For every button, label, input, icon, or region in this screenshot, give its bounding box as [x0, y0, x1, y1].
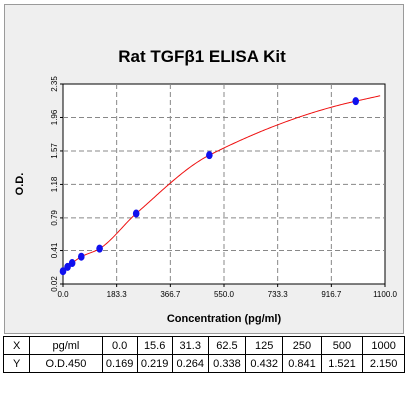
y-tick-label: 2.35	[50, 76, 59, 92]
x-tick-label: 183.3	[107, 290, 128, 299]
table-cell: 0.169	[101, 354, 138, 373]
y-tick-label: 1.57	[50, 143, 59, 159]
table-cell: 62.5	[207, 336, 247, 355]
y-tick-label: 0.41	[50, 242, 59, 258]
table-cell: 0.0	[101, 336, 138, 355]
table-cell: 31.3	[171, 336, 209, 355]
y-tick-label: 0.79	[50, 210, 59, 226]
table-cell: 1000	[362, 336, 405, 355]
y-tick-label: 1.18	[50, 176, 59, 192]
fit-curve	[62, 95, 381, 272]
chart-svg: Rat TGFβ1 ELISA Kit 0.0 183.3 366.7 550.0 73…	[14, 47, 397, 325]
data-point	[352, 97, 360, 106]
data-points	[59, 97, 360, 276]
table-cell: 250	[282, 336, 322, 355]
data-point	[96, 244, 103, 253]
table-row: Y O.D.450 0.169 0.219 0.264 0.338 0.432 0.841 1.…	[2, 354, 405, 373]
tick-labels: 0.0 183.3 366.7 550.0 733.3 916.7 1100.0 0.02 0.…	[50, 76, 397, 299]
table-cell: X	[2, 336, 31, 355]
data-point	[132, 209, 140, 218]
chart-title: Rat TGFβ1 ELISA Kit	[118, 47, 286, 66]
table-cell: Y	[2, 354, 31, 373]
x-tick-label: 916.7	[321, 290, 342, 299]
y-axis-label: O.D.	[14, 173, 26, 196]
grid-lines	[60, 83, 386, 287]
data-point	[59, 267, 67, 276]
table-cell: 1.521	[320, 354, 364, 373]
x-tick-label: 366.7	[160, 290, 181, 299]
table-cell: 500	[320, 336, 364, 355]
table-cell: O.D.450	[29, 354, 103, 373]
data-point	[206, 151, 213, 160]
table-cell: 2.150	[362, 354, 405, 373]
data-point	[64, 262, 71, 271]
data-point	[68, 259, 76, 268]
x-tick-label: 550.0	[214, 290, 235, 299]
table-cell: 15.6	[136, 336, 173, 355]
x-axis-label: Concentration (pg/ml)	[167, 313, 282, 325]
data-point	[77, 252, 85, 261]
table-cell: 0.338	[207, 354, 247, 373]
table-cell: pg/ml	[29, 336, 103, 355]
table-cell: 0.219	[136, 354, 173, 373]
x-tick-label: 733.3	[268, 290, 289, 299]
x-tick-label: 1100.0	[373, 290, 397, 299]
table-cell: 125	[245, 336, 284, 355]
table-cell: 0.432	[245, 354, 284, 373]
chart-panel: Rat TGFβ1 ELISA Kit 0.0 183.3 366.7 550.0 73…	[4, 4, 404, 334]
table-cell: 0.264	[171, 354, 209, 373]
x-tick-label: 0.0	[57, 290, 69, 299]
table-cell: 0.841	[282, 354, 322, 373]
y-tick-label: 0.02	[50, 276, 59, 292]
y-tick-label: 1.96	[50, 109, 59, 125]
